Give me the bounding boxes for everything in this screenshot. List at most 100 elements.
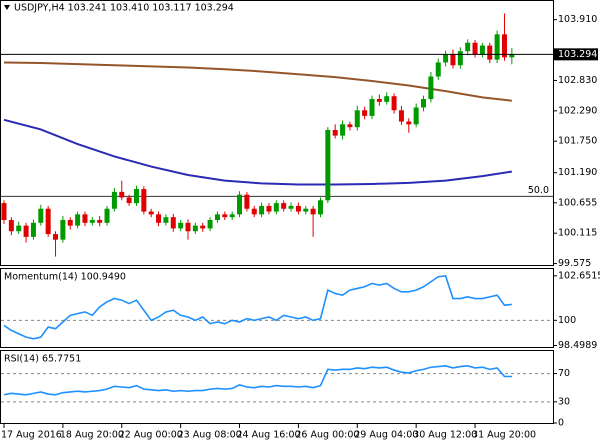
moving-average — [3, 118, 512, 186]
y-tick-label: 30 — [558, 396, 570, 407]
x-tick-label: 17 Aug 2016 — [1, 430, 62, 441]
candle-body — [156, 214, 162, 223]
y-tick-label: 100 — [558, 315, 576, 326]
candle-body — [141, 189, 147, 212]
candle-body — [16, 225, 22, 232]
candle-body — [332, 129, 338, 136]
candle-body — [347, 124, 353, 128]
candle-body — [384, 96, 390, 102]
x-tick-label: 24 Aug 16:00 — [237, 430, 301, 441]
x-tick-label: 31 Aug 20:00 — [472, 430, 536, 441]
candle-body — [170, 217, 176, 229]
candle-body — [398, 110, 404, 122]
main-panel — [0, 0, 554, 266]
candle-body — [266, 205, 272, 212]
candle-body — [60, 219, 66, 240]
y-tick-label: 102.290 — [558, 105, 597, 116]
candle-body — [472, 42, 478, 55]
candle-body — [303, 208, 309, 212]
indicator-line — [3, 275, 512, 340]
candle-body — [126, 197, 132, 204]
x-tick-label: 22 Aug 00:00 — [119, 430, 183, 441]
candle-body — [185, 222, 191, 232]
x-tick-label: 23 Aug 08:00 — [178, 430, 242, 441]
y-tick-label: 100.655 — [558, 197, 597, 208]
x-tick-label: 26 Aug 00:00 — [295, 430, 359, 441]
candle-body — [487, 45, 493, 60]
chart-title: USDJPY,H4 103.241 103.410 103.117 103.29… — [14, 3, 234, 14]
candle-body — [317, 200, 323, 215]
candle-body — [104, 208, 110, 223]
y-tick-label: 101.750 — [558, 136, 597, 147]
fib-label: 50.0 — [528, 185, 549, 196]
indicator-title: RSI(14) 65.7751 — [4, 354, 81, 365]
candle-body — [259, 205, 265, 215]
candle-body — [443, 54, 449, 63]
candle-body — [273, 203, 279, 212]
candle-body — [38, 208, 44, 223]
x-tick-label: 29 Aug 04:00 — [354, 430, 418, 441]
candle-body — [200, 225, 206, 229]
candle-body — [509, 54, 515, 58]
candle-body — [192, 225, 198, 232]
candle-body — [295, 205, 301, 212]
candle-body — [111, 191, 117, 209]
candle-body — [369, 99, 375, 116]
candle-body — [310, 208, 316, 215]
y-tick-label: 100.115 — [558, 228, 597, 239]
candle-body — [178, 222, 184, 229]
x-tick-label: 18 Aug 20:00 — [60, 430, 124, 441]
x-tick-label: 30 Aug 12:00 — [413, 430, 477, 441]
candle-body — [97, 219, 103, 223]
y-tick-label: 99.575 — [558, 258, 591, 269]
candle-body — [53, 234, 59, 240]
y-tick-label: 102.830 — [558, 75, 597, 86]
candle-body — [450, 54, 456, 66]
y-tick-label: 0 — [558, 418, 564, 429]
candle-body — [391, 96, 397, 111]
candle-body — [251, 208, 257, 215]
candle-body — [281, 203, 287, 209]
candle-body — [133, 189, 139, 204]
candle-body — [214, 214, 220, 220]
candle-body — [82, 214, 88, 223]
candle-body — [421, 99, 427, 108]
y-tick-label: 70 — [558, 368, 570, 379]
indicator-line — [3, 365, 512, 396]
candle-body — [207, 219, 213, 229]
candle-body — [354, 110, 360, 128]
candle-body — [413, 107, 419, 125]
y-tick-label: 102.6515 — [558, 270, 600, 281]
y-tick-label: 98.4989 — [558, 340, 597, 351]
candle-body — [406, 121, 412, 125]
candle-body — [119, 191, 125, 198]
menu-arrow — [4, 5, 10, 10]
y-tick-label: 101.190 — [558, 167, 597, 178]
candle-body — [229, 214, 235, 218]
candle-body — [376, 99, 382, 102]
rsi-panel — [0, 350, 554, 424]
candle-body — [457, 51, 463, 66]
candle-body — [148, 211, 154, 215]
candle-body — [237, 194, 243, 215]
last-price-box — [553, 48, 598, 61]
candle-body — [75, 214, 81, 226]
candle-body — [435, 62, 441, 77]
candle-body — [244, 194, 250, 209]
y-tick-label: 103.910 — [558, 14, 597, 25]
candle-body — [23, 225, 29, 237]
candle-body — [362, 110, 368, 116]
last-price-label: 103.294 — [558, 49, 597, 60]
candle-body — [1, 203, 7, 220]
candle-body — [288, 205, 294, 209]
candle-body — [428, 76, 434, 100]
indicator-title: Momentum(14) 100.9490 — [4, 272, 126, 283]
candle-body — [465, 42, 471, 52]
candle-body — [494, 34, 500, 60]
candle-body — [340, 124, 346, 136]
momentum-panel — [0, 268, 554, 348]
candle-body — [89, 219, 95, 223]
candle-body — [501, 34, 507, 58]
candle-body — [30, 222, 36, 237]
